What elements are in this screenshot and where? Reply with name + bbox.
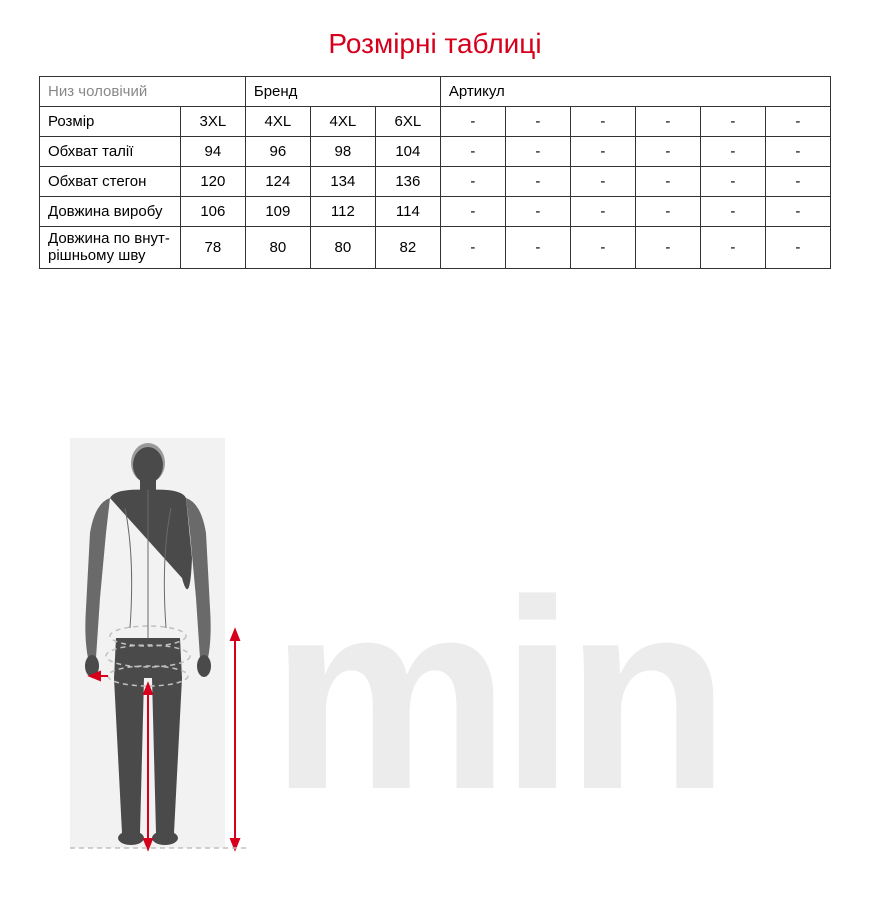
cell: - <box>505 197 570 227</box>
cell: - <box>505 167 570 197</box>
cell: 124 <box>245 167 310 197</box>
cell: 114 <box>375 197 440 227</box>
cell: 80 <box>245 227 310 269</box>
size-table: Низ чоловічий Бренд Артикул Розмір 3XL 4… <box>39 76 831 269</box>
cell: - <box>505 107 570 137</box>
cell: 94 <box>180 137 245 167</box>
table-row: Довжина по внут-рішньому шву 78 80 80 82… <box>40 227 831 269</box>
section-label: Низ чоловічий <box>40 77 246 107</box>
cell: - <box>700 137 765 167</box>
cell: - <box>570 197 635 227</box>
cell: 80 <box>310 227 375 269</box>
row-label: Обхват стегон <box>40 167 181 197</box>
cell: - <box>635 107 700 137</box>
cell: - <box>570 167 635 197</box>
cell: - <box>765 197 830 227</box>
cell: - <box>440 197 505 227</box>
page-title: Розмірні таблиці <box>0 28 870 60</box>
size-illustration: min <box>40 438 830 868</box>
cell: 134 <box>310 167 375 197</box>
row-label: Довжина виробу <box>40 197 181 227</box>
watermark-text: min <box>270 545 720 846</box>
cell: 109 <box>245 197 310 227</box>
cell: 4XL <box>245 107 310 137</box>
table-row: Обхват талії 94 96 98 104 - - - - - - <box>40 137 831 167</box>
cell: - <box>570 137 635 167</box>
cell: 96 <box>245 137 310 167</box>
cell: - <box>765 227 830 269</box>
row-label: Довжина по внут-рішньому шву <box>40 227 181 269</box>
cell: - <box>765 167 830 197</box>
table-header-row: Низ чоловічий Бренд Артикул <box>40 77 831 107</box>
cell: 120 <box>180 167 245 197</box>
cell: 104 <box>375 137 440 167</box>
table-row: Розмір 3XL 4XL 4XL 6XL - - - - - - <box>40 107 831 137</box>
brand-header: Бренд <box>245 77 440 107</box>
cell: - <box>505 137 570 167</box>
cell: - <box>635 227 700 269</box>
row-label: Обхват талії <box>40 137 181 167</box>
row-label: Розмір <box>40 107 181 137</box>
cell: - <box>505 227 570 269</box>
cell: - <box>570 227 635 269</box>
cell: - <box>440 137 505 167</box>
cell: 3XL <box>180 107 245 137</box>
cell: - <box>700 107 765 137</box>
cell: - <box>570 107 635 137</box>
cell: 98 <box>310 137 375 167</box>
cell: - <box>765 137 830 167</box>
cell: - <box>440 107 505 137</box>
cell: - <box>700 167 765 197</box>
article-header: Артикул <box>440 77 830 107</box>
cell: - <box>635 137 700 167</box>
cell: - <box>635 197 700 227</box>
table-row: Довжина виробу 106 109 112 114 - - - - -… <box>40 197 831 227</box>
cell: - <box>440 227 505 269</box>
cell: 82 <box>375 227 440 269</box>
cell: - <box>700 227 765 269</box>
cell: - <box>635 167 700 197</box>
cell: - <box>765 107 830 137</box>
cell: 78 <box>180 227 245 269</box>
cell: 106 <box>180 197 245 227</box>
table-row: Обхват стегон 120 124 134 136 - - - - - … <box>40 167 831 197</box>
cell: 136 <box>375 167 440 197</box>
cell: 6XL <box>375 107 440 137</box>
cell: - <box>700 197 765 227</box>
cell: - <box>440 167 505 197</box>
cell: 112 <box>310 197 375 227</box>
cell: 4XL <box>310 107 375 137</box>
